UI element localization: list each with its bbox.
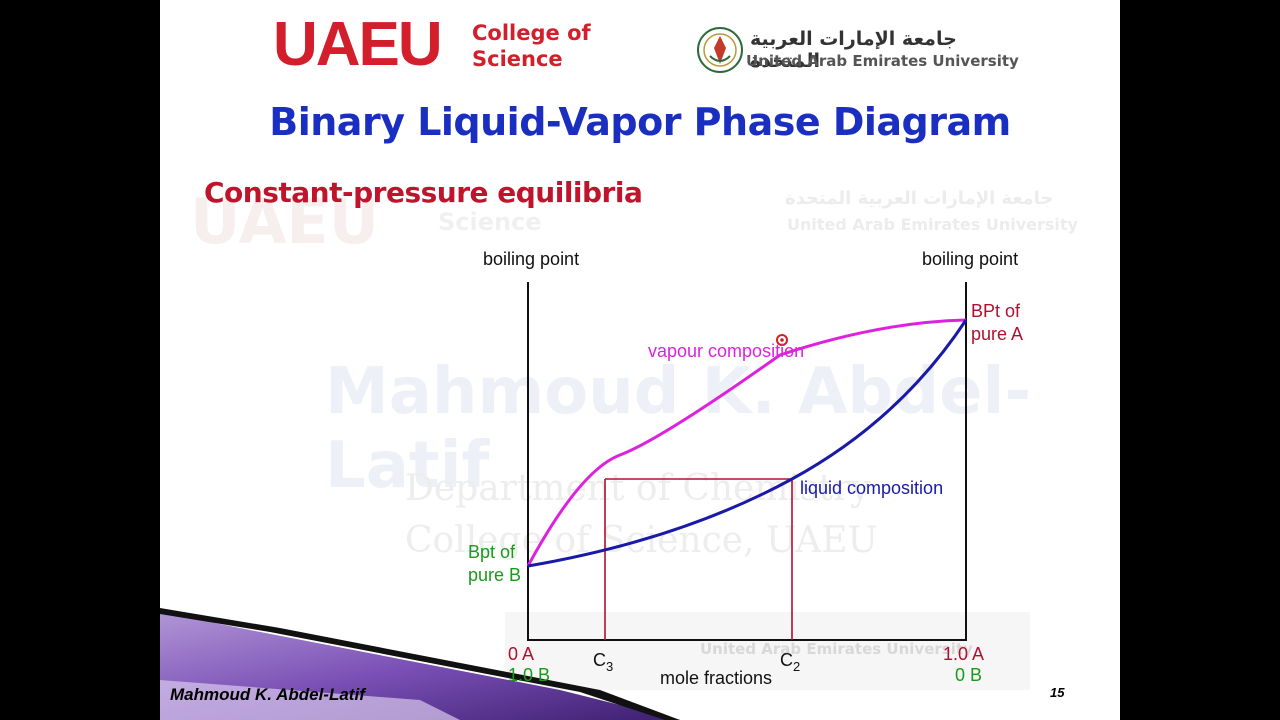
uaeu-logo: UAEU — [273, 10, 443, 79]
bpt-b-line-1: Bpt of — [468, 542, 516, 562]
right-axis-label: boiling point — [922, 249, 1018, 269]
x-axis-label: mole fractions — [660, 668, 772, 688]
slide-title: Binary Liquid-Vapor Phase Diagram — [269, 100, 1011, 144]
watermark-university-ar: جامعة الإمارات العربية المتحدة — [785, 188, 1054, 209]
watermark-department: Department of Chemistry — [405, 468, 871, 509]
college-name: College of Science — [472, 20, 591, 72]
purple-corner-decoration — [160, 608, 680, 720]
footer-author: Mahmoud K. Abdel-Latif — [170, 685, 365, 704]
axes — [527, 282, 967, 641]
college-line-1: College of — [472, 21, 591, 45]
university-seal-icon — [697, 27, 743, 73]
bpt-a-line-2: pure A — [971, 324, 1023, 344]
cursor-marker-dot — [780, 338, 784, 342]
slide: UAEU Science جامعة الإمارات العربية المت… — [160, 0, 1120, 720]
watermark-university-en: United Arab Emirates University — [787, 215, 1078, 234]
watermark-badge-text: United Arab Emirates University — [700, 640, 973, 658]
tie-lines — [604, 478, 793, 640]
left-axis-label: boiling point — [483, 249, 579, 269]
university-name-ar: جامعة الإمارات العربية المتحدة — [750, 28, 957, 72]
bpt-a-line-1: BPt of — [971, 301, 1021, 321]
c3-label: C3 — [593, 650, 613, 674]
phase-diagram: boiling point boiling point BPt of pure … — [468, 249, 1023, 688]
watermark-author: Mahmoud K. Abdel-Latif — [325, 355, 1031, 503]
watermark-science: Science — [438, 208, 542, 236]
college-line-2: Science — [472, 47, 563, 71]
university-name-en: United Arab Emirates University — [746, 52, 1019, 70]
x-left-bottom-label: 1.0 B — [508, 665, 550, 685]
liquid-composition-label: liquid composition — [800, 478, 943, 498]
watermark-logo: UAEU — [190, 185, 380, 258]
cursor-marker-icon — [776, 334, 788, 346]
page-number: 15 — [1050, 685, 1065, 700]
bpt-b-line-2: pure B — [468, 565, 521, 585]
c2-label: C2 — [780, 650, 800, 674]
vapour-curve — [526, 318, 967, 567]
x-right-bottom-label: 0 B — [955, 665, 982, 685]
liquid-curve — [527, 319, 968, 568]
x-left-top-label: 0 A — [508, 644, 534, 664]
x-right-top-label: 1.0 A — [943, 644, 984, 664]
watermark-badge — [505, 612, 1030, 690]
vapour-composition-label: vapour composition — [648, 341, 804, 361]
slide-subtitle: Constant-pressure equilibria — [204, 176, 643, 209]
